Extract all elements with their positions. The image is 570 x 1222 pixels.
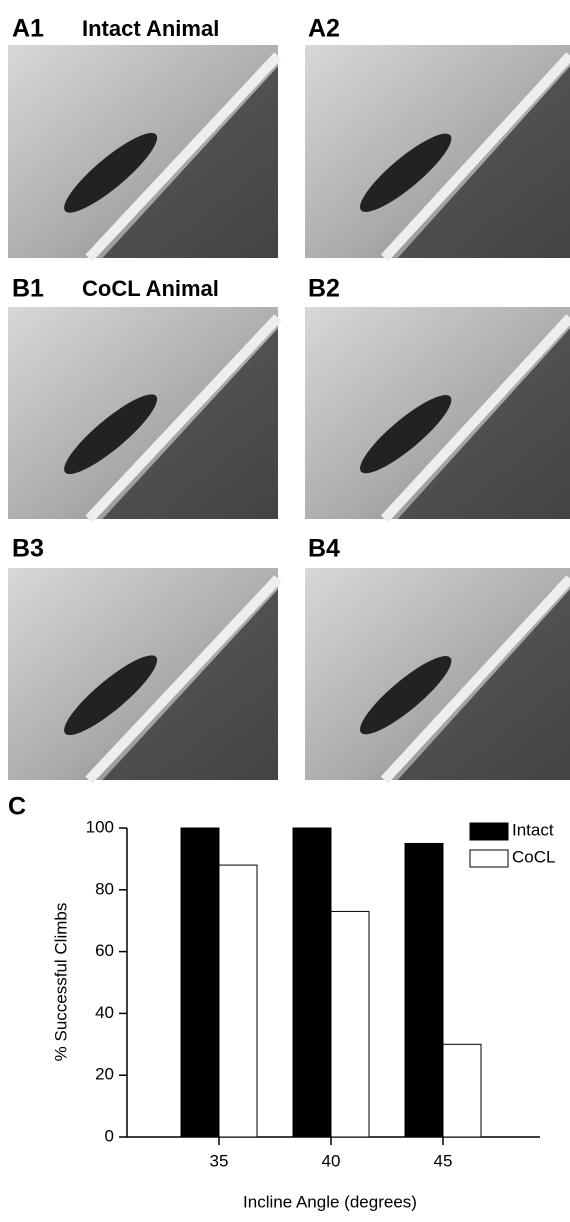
y-tick-label: 40	[95, 1003, 114, 1022]
x-tick-label: 35	[210, 1151, 229, 1170]
panel-label: C	[8, 793, 26, 821]
figure: A1 Intact Animal A2 B1 CoCL Animal B2 B3 B4 C 0 20…	[0, 0, 570, 1222]
bar	[443, 1044, 481, 1137]
y-tick-label: 100	[86, 817, 114, 836]
x-tick-label: 40	[322, 1151, 341, 1170]
y-tick-label: 60	[95, 941, 114, 960]
photo	[305, 45, 570, 258]
y-axis-label: % Successful Climbs	[51, 903, 70, 1062]
photo	[305, 307, 570, 519]
x-axis-label: Incline Angle (degrees)	[243, 1192, 417, 1211]
panel-title: Intact Animal	[82, 16, 219, 41]
x-tick-label: 45	[434, 1151, 453, 1170]
bar	[293, 828, 331, 1137]
photo	[305, 568, 570, 780]
bar	[181, 828, 219, 1137]
y-tick-label: 80	[95, 879, 114, 898]
legend-label: CoCL	[512, 847, 555, 866]
panel-label: B3	[12, 535, 44, 563]
panel-label: B1	[12, 275, 44, 303]
y-tick-label: 0	[105, 1126, 114, 1145]
bar	[331, 911, 369, 1137]
panel-label: A2	[308, 15, 340, 43]
photo	[8, 307, 278, 519]
panel-label: A1	[12, 15, 44, 43]
legend-label: Intact	[512, 820, 554, 839]
panel-label: B4	[308, 535, 340, 563]
bar	[219, 865, 257, 1137]
legend-swatch	[470, 850, 508, 867]
legend-swatch	[470, 823, 508, 840]
panel-title: CoCL Animal	[82, 276, 219, 301]
bar	[405, 843, 443, 1137]
photo	[8, 45, 278, 258]
panel-label: B2	[308, 275, 340, 303]
y-tick-label: 20	[95, 1065, 114, 1084]
photo	[8, 568, 278, 780]
